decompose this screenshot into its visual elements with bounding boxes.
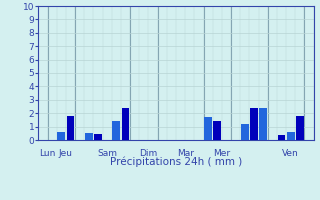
Bar [259,108,267,140]
Bar [250,108,258,140]
Text: Dim: Dim [139,149,158,158]
Bar [85,133,93,140]
Bar [287,132,295,140]
Bar [296,116,304,140]
Text: Ven: Ven [282,149,299,158]
Text: Mer: Mer [213,149,230,158]
Bar [67,116,75,140]
Text: Mar: Mar [177,149,194,158]
Bar [277,135,285,140]
Text: Lun: Lun [39,149,56,158]
X-axis label: Précipitations 24h ( mm ): Précipitations 24h ( mm ) [110,157,242,167]
Bar [57,132,65,140]
Text: Jeu: Jeu [59,149,73,158]
Bar [122,108,130,140]
Bar [241,124,249,140]
Bar [94,134,102,140]
Bar [213,121,221,140]
Bar [204,117,212,140]
Text: Sam: Sam [97,149,117,158]
Bar [112,121,120,140]
